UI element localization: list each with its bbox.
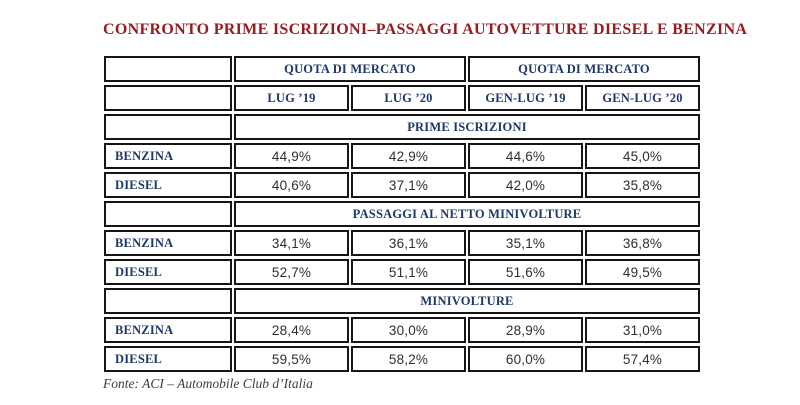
value-cell: 60,0% xyxy=(468,346,583,372)
value-cell: 34,1% xyxy=(234,230,349,256)
chart-title: CONFRONTO PRIME ISCRIZIONI–PASSAGGI AUTO… xyxy=(103,21,748,38)
section-title-prime-iscrizioni: PRIME ISCRIZIONI xyxy=(234,114,700,140)
source-note: Fonte: ACI – Automobile Club d’Italia xyxy=(103,376,313,391)
column-header-lug19: LUG ’19 xyxy=(234,85,349,111)
row-label-diesel: DIESEL xyxy=(104,259,232,285)
table-row-diesel: DIESEL 59,5% 58,2% 60,0% 57,4% xyxy=(104,346,700,372)
table-row-diesel: DIESEL 52,7% 51,1% 51,6% 49,5% xyxy=(104,259,700,285)
section-header-row-minivolture: MINIVOLTURE xyxy=(104,288,700,314)
value-cell: 44,9% xyxy=(234,143,349,169)
section-spacer-cell xyxy=(104,201,232,227)
value-cell: 45,0% xyxy=(585,143,700,169)
section-spacer-cell xyxy=(104,114,232,140)
row-label-benzina: BENZINA xyxy=(104,230,232,256)
corner-cell xyxy=(104,85,232,111)
value-cell: 49,5% xyxy=(585,259,700,285)
table-header-group-row: QUOTA DI MERCATO QUOTA DI MERCATO xyxy=(104,56,700,82)
row-label-diesel: DIESEL xyxy=(104,346,232,372)
value-cell: 31,0% xyxy=(585,317,700,343)
row-label-benzina: BENZINA xyxy=(104,143,232,169)
value-cell: 51,6% xyxy=(468,259,583,285)
value-cell: 51,1% xyxy=(351,259,466,285)
value-cell: 28,4% xyxy=(234,317,349,343)
value-cell: 44,6% xyxy=(468,143,583,169)
value-cell: 36,8% xyxy=(585,230,700,256)
table-row-diesel: DIESEL 40,6% 37,1% 42,0% 35,8% xyxy=(104,172,700,198)
column-group-header-ytd: QUOTA DI MERCATO xyxy=(468,56,700,82)
section-title-passaggi: PASSAGGI AL NETTO MINIVOLTURE xyxy=(234,201,700,227)
market-share-table: QUOTA DI MERCATO QUOTA DI MERCATO LUG ’1… xyxy=(104,56,700,375)
section-spacer-cell xyxy=(104,288,232,314)
value-cell: 58,2% xyxy=(351,346,466,372)
table-row-benzina: BENZINA 28,4% 30,0% 28,9% 31,0% xyxy=(104,317,700,343)
column-header-genlug19: GEN-LUG ’19 xyxy=(468,85,583,111)
table-column-header-row: LUG ’19 LUG ’20 GEN-LUG ’19 GEN-LUG ’20 xyxy=(104,85,700,111)
value-cell: 35,8% xyxy=(585,172,700,198)
section-header-row-prime-iscrizioni: PRIME ISCRIZIONI xyxy=(104,114,700,140)
value-cell: 42,9% xyxy=(351,143,466,169)
section-title-minivolture: MINIVOLTURE xyxy=(234,288,700,314)
value-cell: 40,6% xyxy=(234,172,349,198)
value-cell: 37,1% xyxy=(351,172,466,198)
row-label-benzina: BENZINA xyxy=(104,317,232,343)
table-row-benzina: BENZINA 34,1% 36,1% 35,1% 36,8% xyxy=(104,230,700,256)
row-label-diesel: DIESEL xyxy=(104,172,232,198)
column-header-lug20: LUG ’20 xyxy=(351,85,466,111)
value-cell: 36,1% xyxy=(351,230,466,256)
value-cell: 57,4% xyxy=(585,346,700,372)
section-header-row-passaggi: PASSAGGI AL NETTO MINIVOLTURE xyxy=(104,201,700,227)
corner-cell xyxy=(104,56,232,82)
table-row-benzina: BENZINA 44,9% 42,9% 44,6% 45,0% xyxy=(104,143,700,169)
value-cell: 30,0% xyxy=(351,317,466,343)
column-header-genlug20: GEN-LUG ’20 xyxy=(585,85,700,111)
value-cell: 42,0% xyxy=(468,172,583,198)
value-cell: 52,7% xyxy=(234,259,349,285)
value-cell: 28,9% xyxy=(468,317,583,343)
value-cell: 59,5% xyxy=(234,346,349,372)
value-cell: 35,1% xyxy=(468,230,583,256)
column-group-header-monthly: QUOTA DI MERCATO xyxy=(234,56,466,82)
